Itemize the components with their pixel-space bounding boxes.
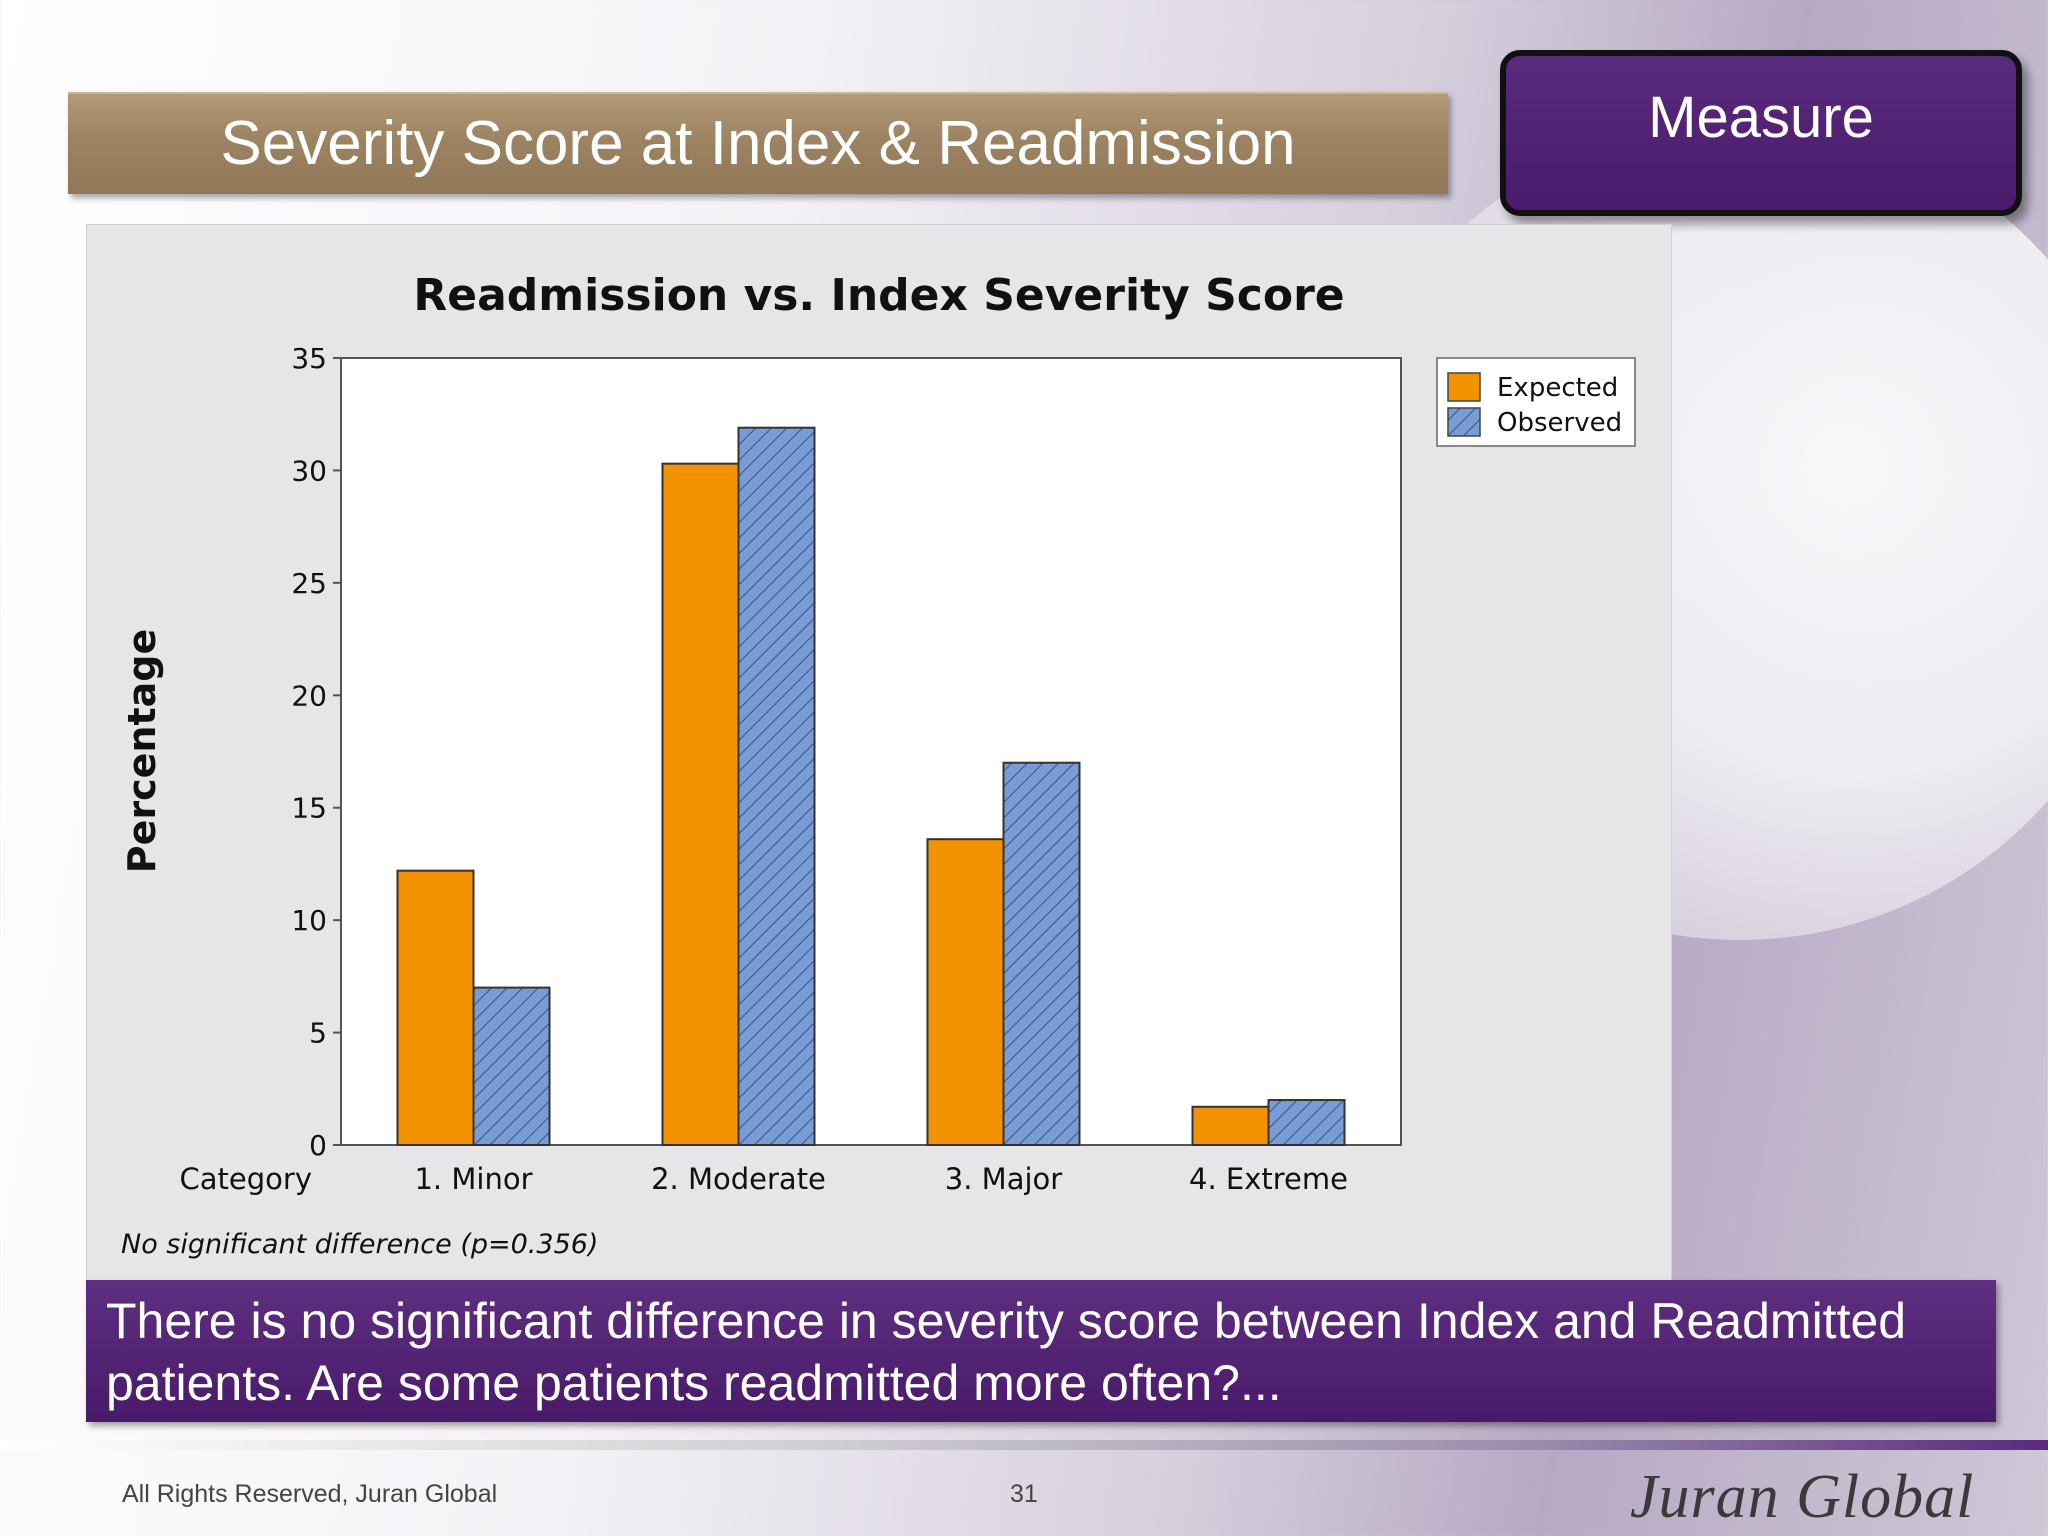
legend: Expected Observed [1436, 357, 1636, 447]
x-axis-category-label: Category [180, 1162, 312, 1196]
bar-observed-4 [1267, 1099, 1346, 1146]
x-tick-label: 4. Extreme [1189, 1162, 1348, 1196]
legend-label-observed: Observed [1497, 408, 1622, 438]
legend-label-expected: Expected [1497, 373, 1618, 403]
section-badge: Measure [1500, 50, 2022, 216]
slide-title: Severity Score at Index & Readmission [220, 109, 1296, 178]
chart-title: Readmission vs. Index Severity Score [413, 270, 1344, 321]
bar-observed-3 [1002, 761, 1081, 1146]
x-tick-label: 3. Major [945, 1162, 1062, 1196]
bars-group [396, 426, 1346, 1147]
x-tick-label: 2. Moderate [651, 1162, 826, 1196]
chart-panel: Readmission vs. Index Severity Score 0 5 1… [86, 224, 1672, 1282]
section-label: Measure [1648, 85, 1874, 150]
bar-observed-2 [737, 426, 816, 1147]
conclusion-callout: There is no significant difference in se… [86, 1280, 1996, 1422]
y-tick-label: 25 [291, 567, 327, 600]
juran-global-logo: Juran Global [1630, 1463, 1975, 1531]
conclusion-text: There is no significant difference in se… [106, 1293, 1907, 1411]
x-tick-label: 1. Minor [414, 1162, 532, 1196]
y-tick-label: 20 [291, 679, 327, 712]
bar-expected-4 [1191, 1105, 1270, 1147]
y-axis: 0 5 10 15 20 25 30 35 [291, 342, 341, 1162]
bar-expected-2 [661, 462, 740, 1146]
bar-expected-1 [396, 869, 475, 1146]
legend-swatch-observed [1447, 407, 1481, 437]
y-tick-label: 15 [291, 792, 327, 825]
bar-expected-3 [926, 838, 1005, 1146]
footer-copyright: All Rights Reserved, Juran Global [122, 1480, 498, 1508]
y-tick-label: 30 [291, 454, 327, 487]
y-tick-label: 5 [309, 1017, 327, 1050]
x-axis-labels: 1. Minor 2. Moderate 3. Major 4. Extreme [414, 1162, 1347, 1196]
slide-title-bar: Severity Score at Index & Readmission [68, 92, 1448, 194]
y-tick-label: 35 [291, 342, 327, 375]
bar-chart: Readmission vs. Index Severity Score 0 5 1… [120, 270, 1636, 1260]
page-number: 31 [1010, 1480, 1038, 1508]
legend-swatch-expected [1447, 372, 1481, 402]
y-tick-label: 10 [291, 904, 327, 937]
y-tick-label: 0 [309, 1129, 327, 1162]
y-axis-label: Percentage [120, 629, 164, 874]
chart-annotation: No significant difference (p=0.356) [121, 1229, 598, 1260]
bar-observed-1 [472, 986, 551, 1146]
footer-divider [0, 1440, 2048, 1450]
